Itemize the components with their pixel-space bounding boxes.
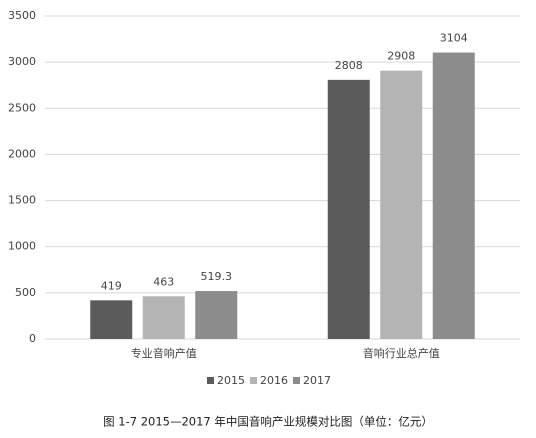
value-label: 463	[153, 275, 174, 288]
y-tick-label: 0	[29, 332, 36, 345]
y-tick-label: 500	[15, 286, 36, 299]
y-tick-label: 2500	[8, 101, 36, 114]
chart-title: 图 1-7 2015—2017 年中国音响产业规模对比图（单位：亿元）	[103, 415, 433, 429]
legend-swatch	[293, 377, 300, 384]
bar	[327, 79, 370, 339]
bar	[380, 70, 423, 339]
legend-swatch	[250, 377, 257, 384]
y-tick-label: 1500	[8, 194, 36, 207]
bar	[432, 52, 475, 340]
y-tick-label: 2000	[8, 147, 36, 160]
value-label: 519.3	[201, 270, 233, 283]
y-tick-label: 1000	[8, 240, 36, 253]
bar	[142, 296, 185, 339]
legend-swatch	[207, 377, 214, 384]
legend-label: 2017	[303, 374, 331, 387]
value-label: 419	[101, 279, 122, 292]
value-label: 3104	[440, 32, 468, 45]
legend-label: 2015	[217, 374, 245, 387]
bar	[195, 291, 238, 339]
y-tick-label: 3000	[8, 55, 36, 68]
y-tick-label: 3500	[8, 9, 36, 22]
value-label: 2908	[387, 50, 415, 63]
bar	[90, 300, 133, 339]
legend-label: 2016	[260, 374, 288, 387]
x-tick-label: 专业音响产值	[131, 346, 197, 360]
value-label: 2808	[335, 59, 363, 72]
x-tick-label: 音响行业总产值	[363, 346, 440, 360]
